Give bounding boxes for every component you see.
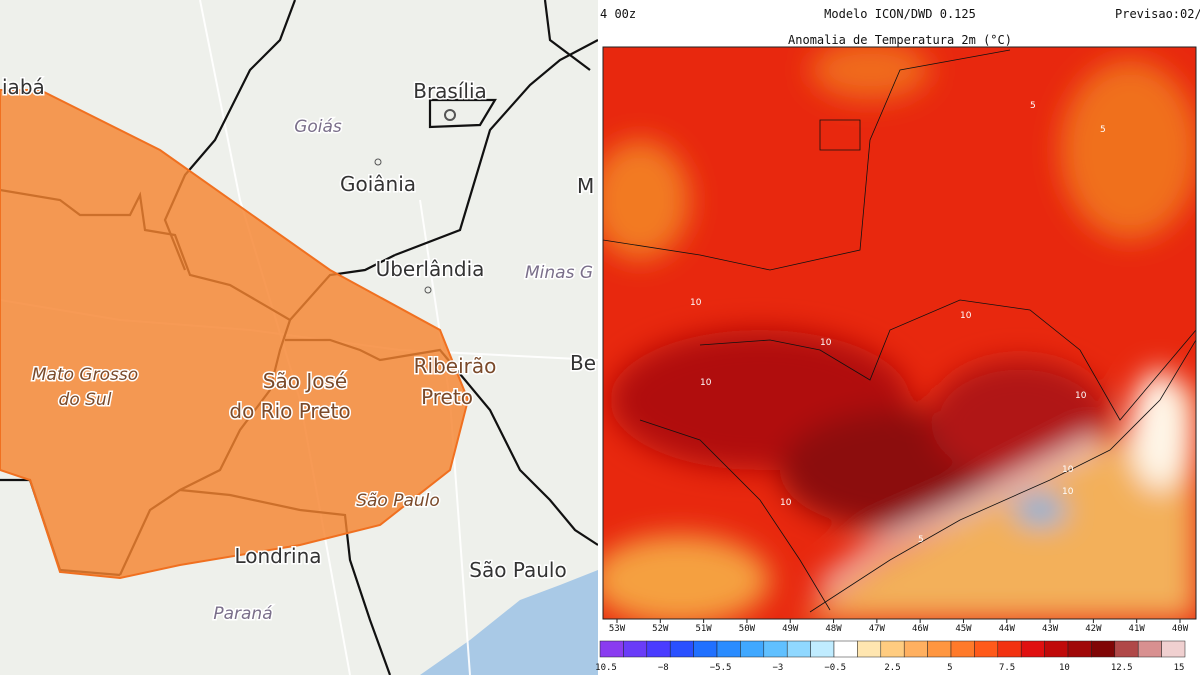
colorbar-cell [646,640,671,658]
longitude-label: 40W [1172,624,1189,634]
map-label: Preto [421,385,473,409]
colorbar-cell [693,640,718,658]
map-label: Brasília [413,79,487,103]
colorbar-cell [1137,640,1162,658]
contour-label: 10 [780,498,792,508]
contour-label: 10 [960,311,972,321]
longitude-label: 43W [1042,624,1059,634]
map-label: do Sul [59,390,112,410]
colorbar-label: 2.5 [884,663,900,673]
map-label: iabá [2,75,45,99]
colorbar-cell [950,640,975,658]
contour-label: 10 [1075,391,1087,401]
contour-label: 10 [1062,487,1074,497]
longitude-label: 44W [999,624,1016,634]
colorbar-label: 10.5 [595,663,617,673]
longitude-label: 42W [1085,624,1102,634]
colorbar-cell [997,640,1022,658]
colorbar-cell [1161,640,1186,658]
colorbar-cell [786,640,811,658]
longitude-label: 51W [695,624,712,634]
contour-label: 5 [1100,125,1106,135]
colorbar-cell [810,640,835,658]
colorbar-label: 7.5 [999,663,1015,673]
colorbar-cell [974,640,999,658]
longitude-label: 53W [609,624,626,634]
colorbar-label: −5.5 [710,663,732,673]
colorbar-cell [599,640,624,658]
map-label: Goiânia [340,172,416,196]
longitude-label: 41W [1129,624,1146,634]
longitude-label: 50W [739,624,756,634]
colorbar-cell [716,640,741,658]
left-map: iabá Brasília Goiás Goiânia M Uberlândia… [0,0,599,675]
map-label: Londrina [234,544,321,568]
colorbar-cell [1114,640,1139,658]
colorbar-label: 5 [947,663,952,673]
map-label: do Rio Preto [229,399,350,423]
map-label: São Paulo [469,558,566,582]
map-label: Paraná [213,604,272,624]
longitude-label: 47W [869,624,886,634]
colorbar-label: −8 [658,663,669,673]
model-name: Modelo ICON/DWD 0.125 [824,7,976,21]
colorbar-cell [927,640,952,658]
colorbar-label: −0.5 [824,663,846,673]
colorbar-cell [623,640,648,658]
longitude-label: 48W [825,624,842,634]
colorbar-cell [857,640,882,658]
contour-label: 10 [690,298,702,308]
contour-label: 10 [700,378,712,388]
map-label: São Paulo [356,491,440,511]
contour-label: 5 [918,535,924,545]
colorbar-cell [1020,640,1045,658]
run-time: 4 00z [600,7,636,21]
longitude-label: 52W [652,624,669,634]
longitude-label: 45W [955,624,972,634]
colorbar-label: 15 [1174,663,1185,673]
colorbar-label: 10 [1059,663,1070,673]
contour-label: 10 [820,338,832,348]
colorbar-label: −3 [772,663,783,673]
right-map: 4 00z Modelo ICON/DWD 0.125 Previsao:02/… [595,0,1200,675]
colorbar-cell [1044,640,1069,658]
colorbar-cell [1091,640,1116,658]
contour-label: 10 [1062,465,1074,475]
colorbar-label: 12.5 [1111,663,1133,673]
contour-label: 5 [1030,101,1036,111]
longitude-label: 46W [912,624,929,634]
colorbar-cell [669,640,694,658]
colorbar-cell [833,640,858,658]
colorbar-cell [903,640,928,658]
map-label: Ribeirão [414,354,497,378]
colorbar-cell [763,640,788,658]
map-label: M [577,174,594,198]
colorbar-cell [740,640,765,658]
map-title: Anomalia de Temperatura 2m (°C) [788,33,1012,47]
map-label: Minas G [525,263,593,283]
colorbar-cell [880,640,905,658]
longitude-label: 49W [782,624,799,634]
map-label: Uberlândia [376,257,485,281]
map-label: Mato Grosso [32,365,138,385]
colorbar-cell [1067,640,1092,658]
map-label: Be [570,351,596,375]
map-label: Goiás [294,117,342,137]
forecast-label: Previsao:02/ [1115,7,1200,21]
map-label: São José [263,369,347,393]
